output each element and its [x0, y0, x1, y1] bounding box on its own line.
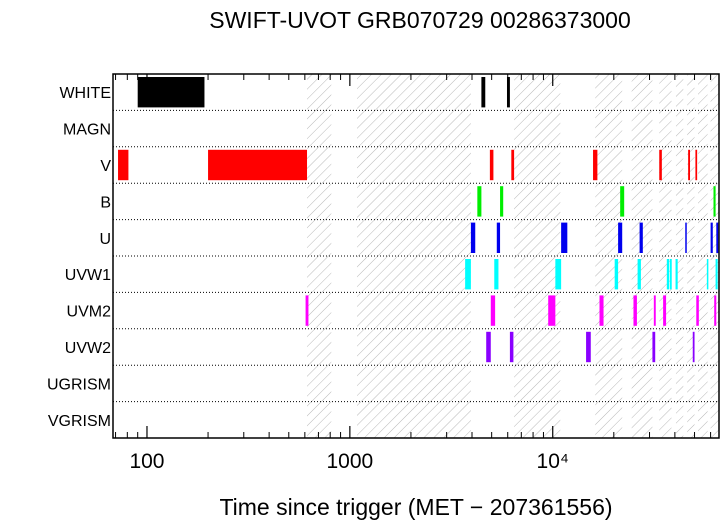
row-label-uvm2: UVM2 [67, 304, 112, 321]
bar-uvw1 [494, 259, 499, 290]
bar-u [685, 222, 687, 253]
bar-uvw1 [614, 259, 619, 290]
gap-hatch-8 [697, 74, 708, 438]
gap-hatch-7 [687, 74, 695, 438]
chart-title: SWIFT-UVOT GRB070729 00286373000 [209, 7, 630, 33]
bar-u [618, 222, 623, 253]
x-axis-ticks: 100 1000 10⁴ [115, 74, 712, 473]
row-label-ugrism: UGRISM [47, 376, 111, 393]
row-label-magn: MAGN [63, 122, 111, 139]
bar-white [481, 77, 486, 108]
bar-v [659, 149, 662, 181]
gap-hatch-4 [631, 74, 653, 438]
bar-uvw1 [675, 259, 678, 290]
bar-uvm2 [663, 295, 667, 326]
bar-white [506, 77, 510, 108]
bar-white [137, 77, 205, 108]
bar-uvm2 [548, 295, 556, 326]
row-grid [113, 109, 719, 403]
bar-uvw2 [586, 331, 591, 363]
bar-b [477, 186, 482, 217]
gap-hatch-6 [675, 74, 684, 438]
bar-uvw1 [706, 259, 709, 290]
bar-u [470, 222, 476, 253]
bar-uvm2 [696, 295, 699, 326]
bar-b [620, 186, 625, 217]
row-label-white: WHITE [59, 85, 111, 102]
x-tick-label: 1000 [326, 450, 373, 473]
gap-hatch-0 [307, 74, 332, 438]
row-label-b: B [100, 194, 111, 211]
bar-uvw2 [692, 331, 695, 363]
bar-uvw2 [509, 331, 514, 363]
x-tick-label: 10⁴ [537, 450, 569, 473]
y-tick-labels: WHITE MAGN V B U UVW1 UVM2 UVW2 UGRISM VGRISM [47, 85, 111, 430]
bar-uvw1 [555, 259, 562, 290]
bar-v [489, 149, 494, 181]
bar-v [695, 149, 698, 181]
bar-v [511, 149, 515, 181]
bar-uvw1 [666, 259, 670, 290]
bar-uvm2 [305, 295, 309, 326]
bar-u [496, 222, 501, 253]
bar-u [710, 222, 713, 253]
exposure-bars [118, 77, 719, 363]
bar-u [639, 222, 643, 253]
bar-uvm2 [714, 295, 717, 326]
plot-frame [112, 73, 720, 439]
bar-uvm2 [653, 295, 656, 326]
row-label-u: U [99, 231, 111, 248]
bar-uvw1 [669, 259, 672, 290]
bar-uvw1 [715, 259, 718, 290]
row-label-uvw1: UVW1 [65, 267, 111, 284]
bar-uvw1 [465, 259, 471, 290]
bar-b [500, 186, 504, 217]
bar-uvw2 [486, 331, 491, 363]
bar-v [593, 149, 598, 181]
bar-uvw2 [652, 331, 656, 363]
row-label-vgrism: VGRISM [48, 413, 111, 430]
bar-uvw1 [637, 259, 641, 290]
bar-v [208, 149, 308, 181]
x-tick-label: 100 [129, 450, 164, 473]
bar-v [118, 149, 129, 181]
bar-uvm2 [599, 295, 604, 326]
bar-b [713, 186, 716, 217]
gap-hatch-9 [710, 74, 719, 438]
row-label-uvw2: UVW2 [65, 340, 111, 357]
bar-uvm2 [490, 295, 496, 326]
bar-u [561, 222, 568, 253]
bar-u [716, 222, 719, 253]
row-label-v: V [100, 158, 111, 175]
bar-v [688, 149, 691, 181]
x-axis-label: Time since trigger (MET − 207361556) [219, 494, 612, 520]
bar-uvm2 [633, 295, 637, 326]
